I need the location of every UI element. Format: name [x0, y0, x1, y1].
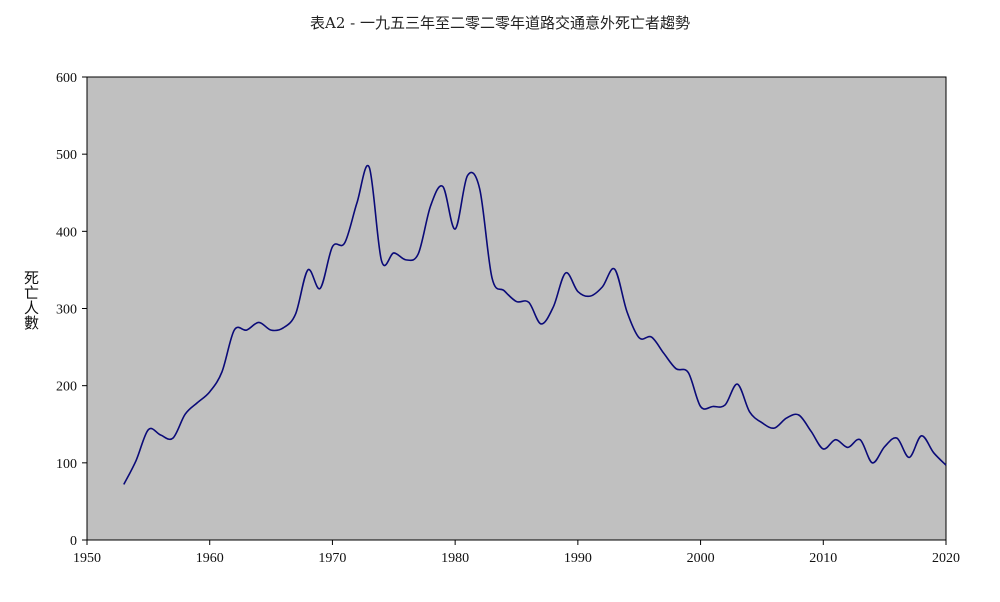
y-tick-label: 200 [56, 380, 77, 395]
series-line [123, 164, 947, 485]
x-axis: 1950 1960 1970 1980 1990 2000 2010 2020 [73, 540, 960, 566]
x-tick-label: 1990 [564, 551, 592, 566]
x-tick-label: 2020 [932, 551, 960, 566]
x-tick-label: 1960 [196, 551, 224, 566]
plot-area [86, 76, 947, 541]
y-axis: 0 100 200 300 400 500 600 [56, 71, 87, 549]
y-tick-label: 500 [56, 148, 77, 163]
chart-title: 表A2 - 一九五三年至二零二零年道路交通意外死亡者趨勢 [310, 14, 690, 32]
y-tick-label: 300 [56, 303, 77, 318]
y-tick-label: 0 [70, 534, 77, 549]
y-tick-label: 100 [56, 457, 77, 472]
x-tick-label: 2000 [687, 551, 715, 566]
x-tick-label: 1950 [73, 551, 101, 566]
x-tick-label: 1970 [318, 551, 346, 566]
y-tick-label: 600 [56, 71, 77, 86]
y-tick-label: 400 [56, 225, 77, 240]
y-axis-label: 死亡人數 [22, 270, 40, 330]
x-tick-label: 1980 [441, 551, 469, 566]
x-tick-label: 2010 [809, 551, 837, 566]
